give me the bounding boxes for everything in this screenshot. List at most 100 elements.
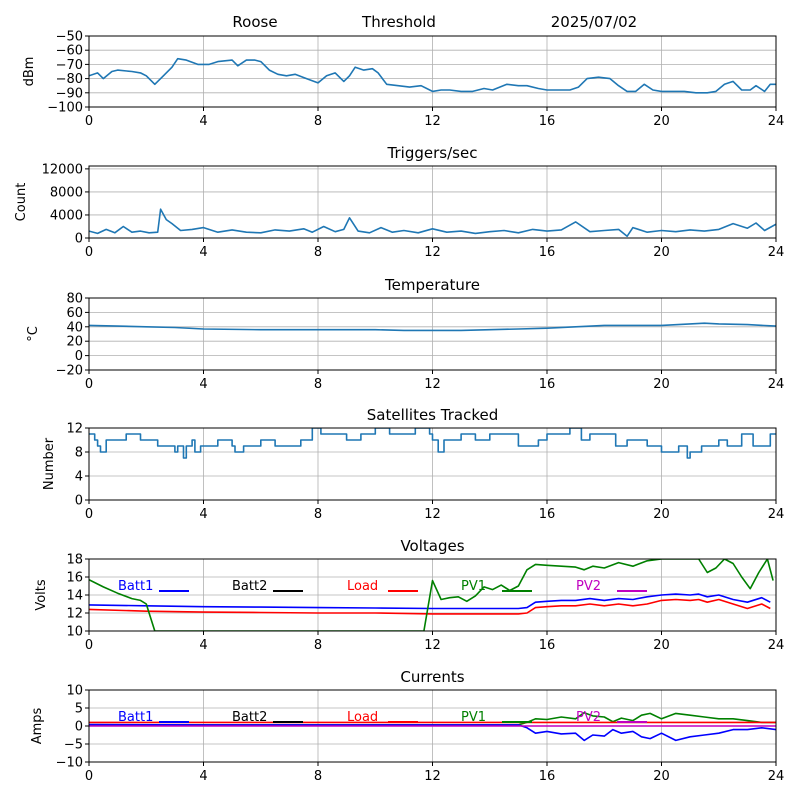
chart-title: Triggers/sec: [387, 144, 478, 162]
legend-item-load: Load: [347, 579, 418, 594]
y-tick: 16: [66, 571, 89, 586]
x-tick-label: 12: [424, 377, 441, 392]
y-tick-label: 16: [66, 571, 83, 586]
y-tick: 10: [66, 684, 89, 699]
y-tick-label: 12: [66, 607, 83, 622]
x-tick: 24: [768, 631, 785, 653]
x-tick: 16: [539, 370, 556, 392]
x-tick-label: 8: [314, 377, 322, 392]
y-tick-label: 60: [66, 306, 83, 321]
y-tick-label: 14: [66, 589, 83, 604]
y-tick-label: 8000: [50, 185, 83, 200]
series-line-1: [89, 428, 776, 459]
y-tick: −80: [56, 72, 89, 87]
x-tick: 24: [768, 762, 785, 784]
series-line-1: [89, 57, 776, 94]
x-tick: 8: [314, 107, 322, 129]
x-tick: 0: [85, 500, 93, 522]
x-tick: 12: [424, 500, 441, 522]
x-tick-label: 24: [768, 507, 785, 522]
grid: [88, 297, 777, 371]
legend: Batt1 Batt2 Load PV1 PV2: [118, 710, 647, 725]
x-tick-label: 16: [539, 638, 556, 653]
y-tick-label: −90: [56, 86, 83, 101]
legend-item-pv2: PV2: [576, 579, 647, 594]
series-group: [89, 559, 774, 631]
legend: Batt1 Batt2 Load PV1 PV2: [118, 579, 647, 594]
legend-label: PV2: [576, 579, 601, 594]
x-tick-label: 24: [768, 245, 785, 260]
legend-label: PV1: [461, 710, 486, 725]
y-tick: 20: [66, 335, 89, 350]
y-tick: −5: [64, 738, 89, 753]
x-tick-label: 20: [653, 377, 670, 392]
legend-item-batt2: Batt2: [232, 579, 303, 594]
x-tick-label: 12: [424, 769, 441, 784]
x-tick: 0: [85, 370, 93, 392]
y-tick-label: −50: [56, 30, 83, 45]
series-group: [89, 711, 776, 742]
y-tick-label: −80: [56, 72, 83, 87]
series-line-batt1: [89, 593, 771, 610]
header-date: 2025/07/02: [551, 13, 637, 31]
y-axis-label: Amps: [30, 707, 45, 744]
legend-label: Load: [347, 579, 378, 594]
x-tick: 24: [768, 370, 784, 392]
x-tick-label: 8: [314, 769, 322, 784]
y-tick: 0: [75, 720, 89, 735]
x-tick: 20: [653, 762, 670, 784]
x-tick: 4: [199, 370, 208, 392]
y-tick-label: 0: [75, 349, 83, 364]
chart-title: Currents: [400, 668, 464, 686]
y-tick-label: −5: [64, 738, 83, 753]
x-tick-label: 24: [768, 769, 785, 784]
legend-item-batt2: Batt2: [232, 710, 303, 725]
y-tick: 8: [75, 446, 89, 461]
x-tick: 4: [199, 631, 208, 653]
x-tick-label: 16: [539, 377, 556, 392]
legend-item-load: Load: [347, 710, 418, 725]
x-tick: 16: [539, 631, 556, 653]
legend-item-pv2: PV2: [576, 710, 647, 725]
y-tick-label: 0: [75, 494, 83, 509]
x-tick: 12: [424, 238, 441, 260]
y-tick: −10: [56, 756, 89, 771]
x-tick-label: 12: [424, 638, 441, 653]
legend-label: Batt1: [118, 579, 153, 594]
y-tick-label: 5: [75, 702, 83, 717]
x-tick-label: 20: [653, 114, 670, 129]
y-tick: 8000: [50, 185, 89, 200]
y-tick-label: 0: [75, 720, 83, 735]
grid: [88, 166, 777, 239]
x-tick: 16: [539, 238, 555, 260]
y-tick: 5: [75, 702, 89, 717]
x-tick: 16: [539, 762, 555, 784]
legend-label: Batt2: [232, 579, 267, 594]
y-axis-label: Count: [14, 183, 29, 222]
x-tick-label: 16: [539, 507, 556, 522]
x-tick: 8: [314, 238, 322, 260]
x-tick: 4: [199, 500, 208, 522]
x-tick-label: 12: [424, 114, 441, 129]
y-axis-label: Number: [42, 437, 57, 490]
x-tick: 24: [768, 107, 784, 129]
x-tick: 24: [768, 238, 785, 260]
y-axis-label: °C: [26, 326, 41, 342]
y-tick-label: 20: [66, 335, 83, 350]
y-tick: 0: [75, 232, 89, 247]
series-line-1: [89, 208, 776, 238]
legend-label: PV2: [576, 710, 601, 725]
y-tick: 4000: [50, 208, 89, 223]
chart-title: Satellites Tracked: [367, 406, 498, 424]
x-tick-label: 24: [768, 638, 785, 653]
x-tick: 8: [314, 500, 322, 522]
x-tick: 16: [539, 500, 556, 522]
header: Roose Threshold 2025/07/02: [232, 13, 637, 31]
legend-item-pv1: PV1: [461, 710, 532, 725]
y-tick: 60: [66, 306, 89, 321]
y-tick: 40: [66, 320, 89, 335]
grid: [88, 35, 777, 108]
